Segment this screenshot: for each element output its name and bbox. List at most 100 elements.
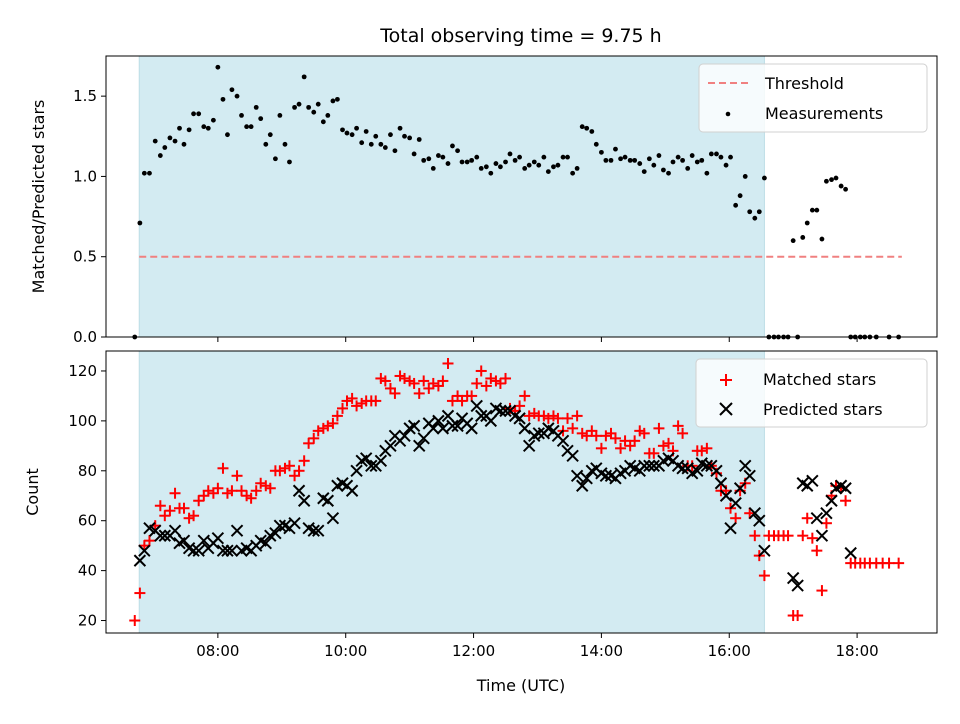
matched-star-point bbox=[370, 395, 382, 407]
predicted-star-point bbox=[177, 534, 191, 547]
predicted-star-point bbox=[273, 519, 287, 532]
predicted-star-point bbox=[570, 469, 584, 482]
xtick-label: 12:00 bbox=[452, 642, 495, 660]
measurement-point bbox=[814, 207, 820, 213]
measurement-point bbox=[804, 220, 810, 226]
predicted-star-point bbox=[307, 524, 320, 537]
ytick-label: 1.0 bbox=[73, 167, 97, 185]
measurement-point bbox=[315, 101, 321, 107]
measurement-point bbox=[167, 135, 173, 141]
matched-star-point bbox=[413, 387, 425, 399]
ytick-label: 100 bbox=[68, 412, 97, 430]
measurement-point bbox=[464, 159, 470, 165]
measurement-point bbox=[483, 164, 489, 170]
ytick-label: 0.5 bbox=[73, 248, 97, 266]
measurement-point bbox=[752, 215, 758, 221]
measurement-point bbox=[708, 151, 714, 157]
predicted-star-point bbox=[384, 439, 397, 453]
matched-star-point bbox=[341, 395, 353, 407]
count-panel: 20 40 60 80 100 120 08:00 10:00 12:00 14:00 16:00… bbox=[23, 350, 938, 695]
measurement-point bbox=[685, 166, 691, 171]
matched-star-point bbox=[672, 420, 684, 432]
predicted-star-point bbox=[714, 477, 728, 490]
predicted-star-point bbox=[513, 412, 526, 425]
matched-star-point bbox=[437, 375, 449, 387]
observing-span-top bbox=[138, 55, 765, 338]
measurement-point bbox=[292, 104, 297, 110]
measurement-point bbox=[430, 166, 436, 171]
matched-star-point bbox=[129, 615, 141, 627]
predicted-star-point bbox=[465, 422, 478, 435]
measurement-point bbox=[589, 129, 595, 134]
predicted-star-point bbox=[326, 511, 340, 525]
measurement-point bbox=[809, 207, 815, 213]
predicted-star-point bbox=[197, 534, 211, 547]
ratio-legend-box bbox=[698, 63, 928, 133]
measurement-point bbox=[599, 149, 604, 155]
matched-star-point bbox=[212, 482, 224, 494]
matched-star-point bbox=[188, 510, 200, 522]
matched-star-point bbox=[217, 462, 229, 474]
measurement-point bbox=[627, 157, 633, 163]
measurement-point bbox=[421, 157, 427, 163]
matched-star-point bbox=[615, 442, 627, 454]
matched-star-point bbox=[471, 377, 483, 389]
predicted-star-point bbox=[168, 524, 182, 537]
predicted-star-point bbox=[470, 399, 483, 413]
measurement-point bbox=[474, 154, 480, 160]
measurement-point bbox=[651, 162, 657, 168]
predicted-star-point bbox=[710, 464, 723, 477]
predicted-star-point bbox=[758, 544, 771, 557]
measurement-point bbox=[747, 209, 753, 215]
measurement-point bbox=[661, 167, 666, 173]
ratio-panel-frame bbox=[105, 55, 938, 338]
measurement-point bbox=[196, 111, 202, 117]
matched-star-point bbox=[648, 447, 660, 459]
matched-star-point bbox=[701, 442, 713, 454]
predicted-star-point bbox=[475, 409, 488, 423]
predicted-star-point bbox=[432, 414, 445, 428]
predicted-star-point bbox=[484, 414, 498, 428]
measurement-point bbox=[704, 170, 710, 176]
measurement-point bbox=[205, 125, 211, 131]
measurement-point bbox=[407, 135, 413, 141]
count-panel-xticks: 08:00 10:00 12:00 14:00 16:00 18:00 bbox=[196, 633, 879, 660]
measurement-point bbox=[272, 156, 278, 162]
matched-star-point bbox=[619, 435, 631, 447]
measurement-point bbox=[157, 153, 163, 158]
matched-star-point bbox=[143, 535, 155, 547]
count-legend: Matched stars Predicted stars bbox=[695, 358, 928, 428]
matched-star-point bbox=[169, 487, 181, 499]
matched-star-point bbox=[399, 372, 411, 384]
measurement-point bbox=[220, 96, 226, 102]
measurement-point bbox=[756, 209, 762, 215]
matched-star-point bbox=[595, 442, 607, 454]
measurement-point bbox=[378, 141, 384, 147]
measurement-point bbox=[282, 141, 288, 147]
measurement-point bbox=[737, 193, 743, 199]
observing-span-bottom bbox=[138, 350, 765, 634]
predicted-star-point bbox=[724, 521, 737, 535]
matched-star-point bbox=[331, 410, 343, 422]
predicted-star-point bbox=[786, 571, 800, 585]
matched-star-point bbox=[480, 380, 492, 392]
matched-star-point bbox=[629, 435, 641, 447]
measurement-point bbox=[579, 124, 585, 130]
measurement-point bbox=[656, 153, 662, 158]
predicted-star-point bbox=[292, 484, 306, 497]
measurement-point bbox=[675, 154, 681, 160]
predicted-star-point bbox=[806, 474, 819, 487]
measurement-point bbox=[330, 98, 336, 104]
measurement-point bbox=[248, 124, 254, 130]
measurement-point bbox=[225, 132, 230, 138]
ytick-label: 80 bbox=[78, 462, 97, 480]
predicted-star-point bbox=[259, 536, 273, 550]
predicted-star-point bbox=[743, 469, 756, 482]
matched-star-point bbox=[475, 365, 487, 377]
xtick-label: 18:00 bbox=[835, 642, 878, 660]
measurement-point bbox=[426, 156, 432, 162]
predicted-star-point bbox=[748, 507, 762, 520]
measurement-point bbox=[536, 162, 542, 168]
measurement-point bbox=[382, 145, 388, 150]
